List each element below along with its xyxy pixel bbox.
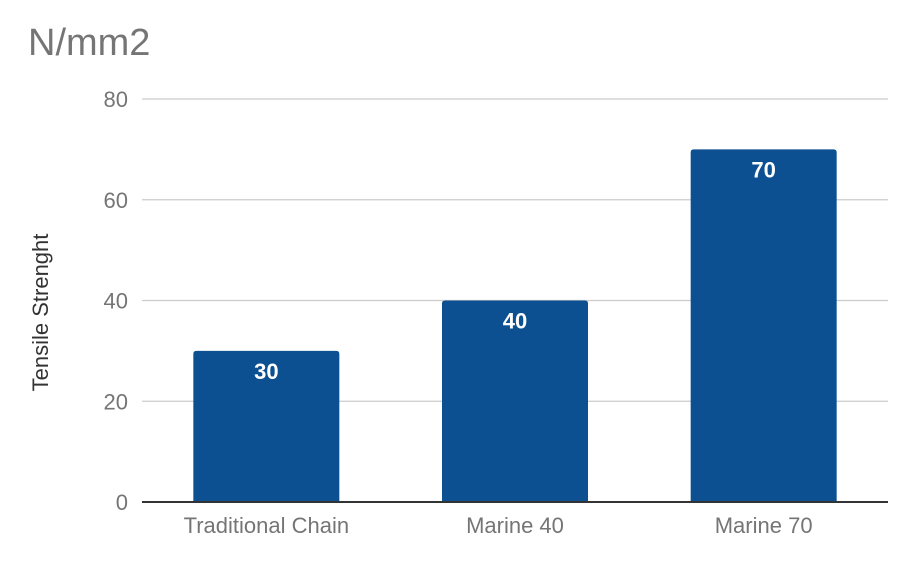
labels: 0 20 40 60 80 30 Traditional Chain 40 Marine 40 7… (28, 87, 813, 538)
x-tick-label: Marine 70 (715, 513, 813, 538)
y-axis-title: Tensile Strenght (28, 234, 53, 392)
x-tick-label: Traditional Chain (184, 513, 350, 538)
y-tick-label: 80 (104, 87, 128, 112)
bar (690, 149, 837, 502)
chart-title: N/mm2 (28, 22, 151, 64)
y-tick-label: 40 (104, 289, 128, 314)
y-tick-label: 20 (104, 389, 128, 414)
y-tick-label: 60 (104, 188, 128, 213)
data-label: 30 (254, 359, 278, 384)
data-label: 40 (503, 309, 527, 334)
bar (442, 300, 588, 502)
y-tick-label: 0 (116, 490, 128, 515)
bar (193, 350, 340, 502)
bars (193, 149, 837, 502)
x-tick-label: Marine 40 (466, 513, 564, 538)
data-label: 70 (751, 157, 775, 182)
